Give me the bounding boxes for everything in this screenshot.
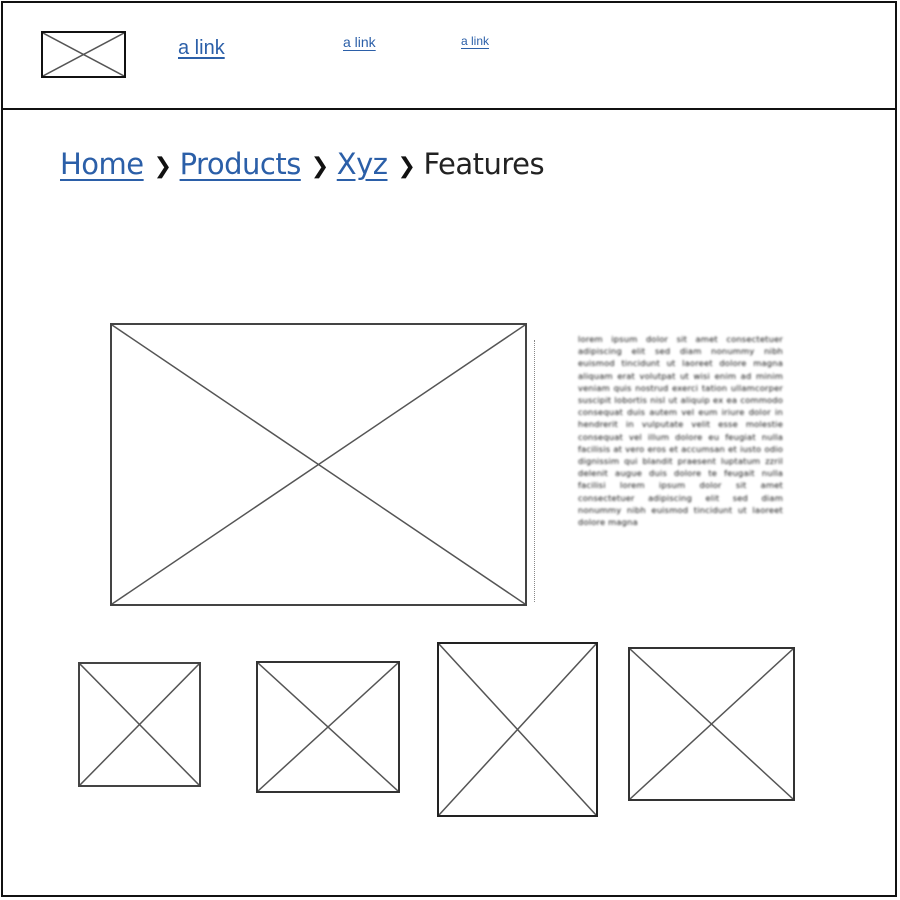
hero-image-placeholder-icon [110, 323, 527, 606]
breadcrumb-current-page: Features [423, 147, 545, 181]
breadcrumb-separator-icon: ❯ [397, 153, 416, 179]
nav-link-3[interactable]: a link [461, 34, 490, 48]
logo-placeholder-icon[interactable] [41, 31, 126, 78]
breadcrumb-products[interactable]: Products [179, 147, 302, 181]
breadcrumb-home[interactable]: Home [60, 147, 144, 181]
site-header: a link a link a link [1, 1, 897, 110]
thumbnail-4-placeholder-icon[interactable] [628, 647, 795, 801]
breadcrumb-separator-icon: ❯ [310, 153, 329, 179]
breadcrumb: Home ❯ Products ❯ Xyz ❯ Features [60, 142, 545, 186]
divider [534, 340, 535, 602]
thumbnail-3-placeholder-icon[interactable] [437, 642, 598, 817]
breadcrumb-xyz[interactable]: Xyz [336, 147, 388, 181]
product-description: lorem ipsum dolor sit amet consectetuer … [578, 334, 783, 528]
breadcrumb-separator-icon: ❯ [153, 153, 172, 179]
nav-link-2[interactable]: a link [343, 34, 376, 50]
thumbnail-2-placeholder-icon[interactable] [256, 661, 400, 793]
nav-link-1[interactable]: a link [178, 37, 225, 59]
thumbnail-1-placeholder-icon[interactable] [78, 662, 201, 787]
